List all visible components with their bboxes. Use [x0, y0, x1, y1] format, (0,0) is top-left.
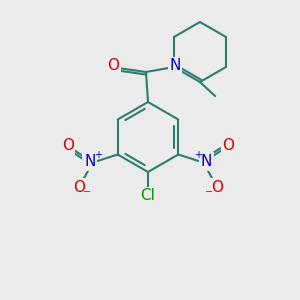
Text: O: O [211, 180, 223, 195]
Text: O: O [62, 138, 74, 153]
Text: N: N [169, 58, 181, 74]
Text: N: N [84, 154, 95, 169]
Text: −: − [82, 188, 91, 197]
Text: O: O [73, 180, 85, 195]
Text: O: O [107, 58, 119, 74]
Text: −: − [205, 188, 213, 197]
Text: Cl: Cl [141, 188, 155, 203]
Text: O: O [222, 138, 234, 153]
Text: +: + [94, 149, 102, 160]
Text: +: + [194, 149, 202, 160]
Text: N: N [201, 154, 212, 169]
